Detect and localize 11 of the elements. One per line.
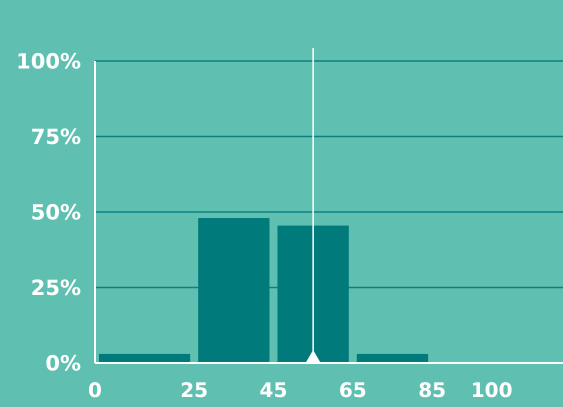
y-tick-label: 25% [30, 276, 81, 300]
x-tick-label: 25 [180, 378, 208, 402]
x-tick-label: 0 [88, 378, 102, 402]
x-tick-label: 45 [260, 378, 288, 402]
x-tick-label: 65 [338, 378, 367, 402]
y-tick-label: 75% [30, 124, 81, 149]
y-tick-label: 50% [30, 200, 81, 224]
x-tick-label: 85 [418, 378, 446, 402]
y-tick-label: 0% [45, 351, 81, 376]
y-tick-label: 100% [16, 49, 81, 74]
x-tick-label: 100 [470, 378, 512, 402]
